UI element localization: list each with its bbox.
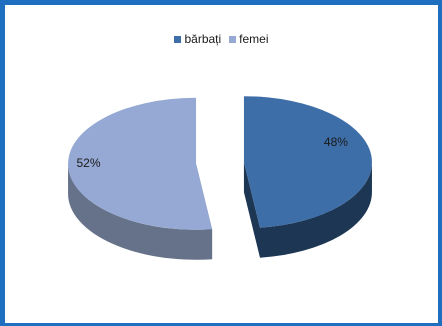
pie-cut-barbati — [243, 162, 260, 258]
legend-swatch-femei — [229, 35, 237, 43]
data-label-femei: 52% — [77, 156, 101, 170]
data-label-barbati: 48% — [324, 135, 348, 149]
pie-slice-barbati — [243, 96, 372, 228]
pie-labels: 48% 52% — [77, 135, 349, 170]
pie-side-barbati — [259, 162, 372, 258]
legend-swatch-barbati — [174, 35, 182, 43]
pie-slice-femei — [68, 97, 213, 230]
legend-item-barbati: bărbați — [174, 32, 221, 46]
legend-label-barbati: bărbați — [184, 32, 222, 46]
legend-label-femei: femei — [239, 32, 269, 46]
chart-legend: bărbați femei — [5, 32, 438, 46]
pie-side-femei — [68, 163, 213, 260]
pie-tops — [68, 96, 372, 230]
legend-item-femei: femei — [229, 32, 269, 46]
